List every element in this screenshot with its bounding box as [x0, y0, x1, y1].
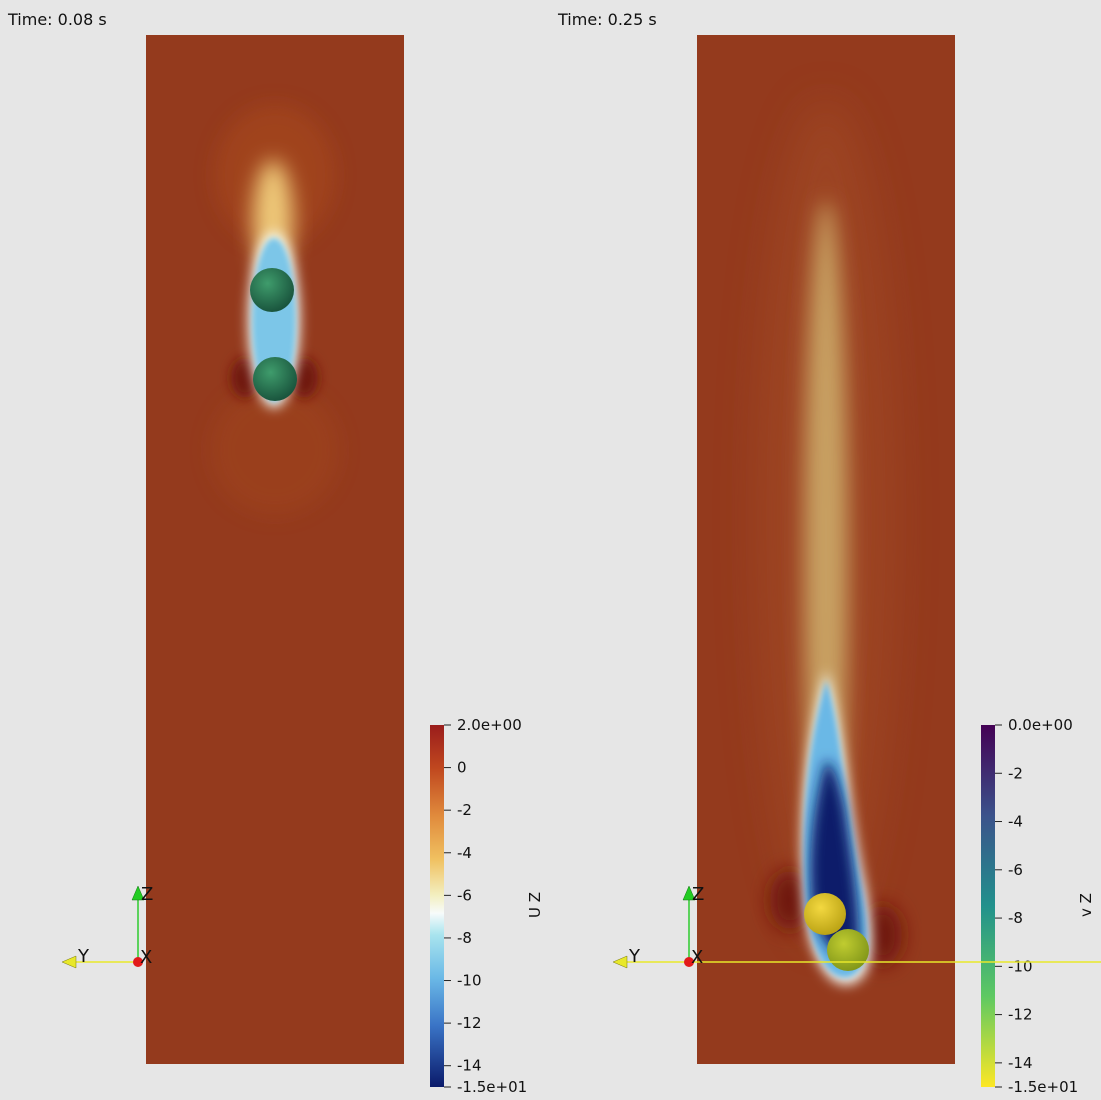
colorbar-title: U Z — [526, 892, 544, 918]
tick-label: -10 — [457, 972, 482, 990]
axis-label: X — [691, 947, 703, 968]
tick-label: -10 — [1008, 957, 1033, 975]
colorbar — [430, 725, 444, 1087]
axis-x — [133, 957, 143, 967]
particle — [827, 929, 869, 971]
time-label: Time: 0.25 s — [557, 10, 657, 29]
tick-label: 0 — [457, 759, 467, 777]
tick-label: -6 — [1008, 861, 1023, 879]
axis-label: Y — [628, 946, 641, 967]
tick-label: -14 — [457, 1057, 482, 1075]
tick-label: -4 — [457, 844, 472, 862]
tick-label: 0.0e+00 — [1008, 716, 1073, 734]
particle — [804, 893, 846, 935]
axis-y-arrow — [61, 955, 77, 969]
time-label: Time: 0.08 s — [7, 10, 107, 29]
tick-label: -1.5e+01 — [1008, 1078, 1078, 1096]
tick-label: 2.0e+00 — [457, 716, 522, 734]
tick-label: -4 — [1008, 813, 1023, 831]
axis-y-arrow — [612, 955, 628, 969]
tick-label: -14 — [1008, 1054, 1033, 1072]
particle — [253, 357, 297, 401]
axis-z-arrow — [131, 885, 145, 901]
field-view — [146, 35, 404, 1064]
tick-label: -6 — [457, 886, 472, 904]
axis-z-arrow — [682, 885, 696, 901]
particle — [250, 268, 294, 312]
tick-label: -12 — [1008, 1006, 1033, 1024]
tick-label: -8 — [1008, 909, 1023, 927]
tick-label: -8 — [457, 929, 472, 947]
colorbar-title: v Z — [1077, 893, 1095, 917]
tick-label: -1.5e+01 — [457, 1078, 527, 1096]
field-view — [697, 35, 955, 1064]
tick-label: -12 — [457, 1014, 482, 1032]
axis-label: Z — [141, 884, 153, 905]
axis-label: Y — [77, 946, 90, 967]
tick-label: -2 — [457, 801, 472, 819]
axis-label: X — [140, 947, 152, 968]
colorbar — [981, 725, 995, 1087]
tick-label: -2 — [1008, 764, 1023, 782]
axis-x — [684, 957, 694, 967]
axis-label: Z — [692, 884, 704, 905]
